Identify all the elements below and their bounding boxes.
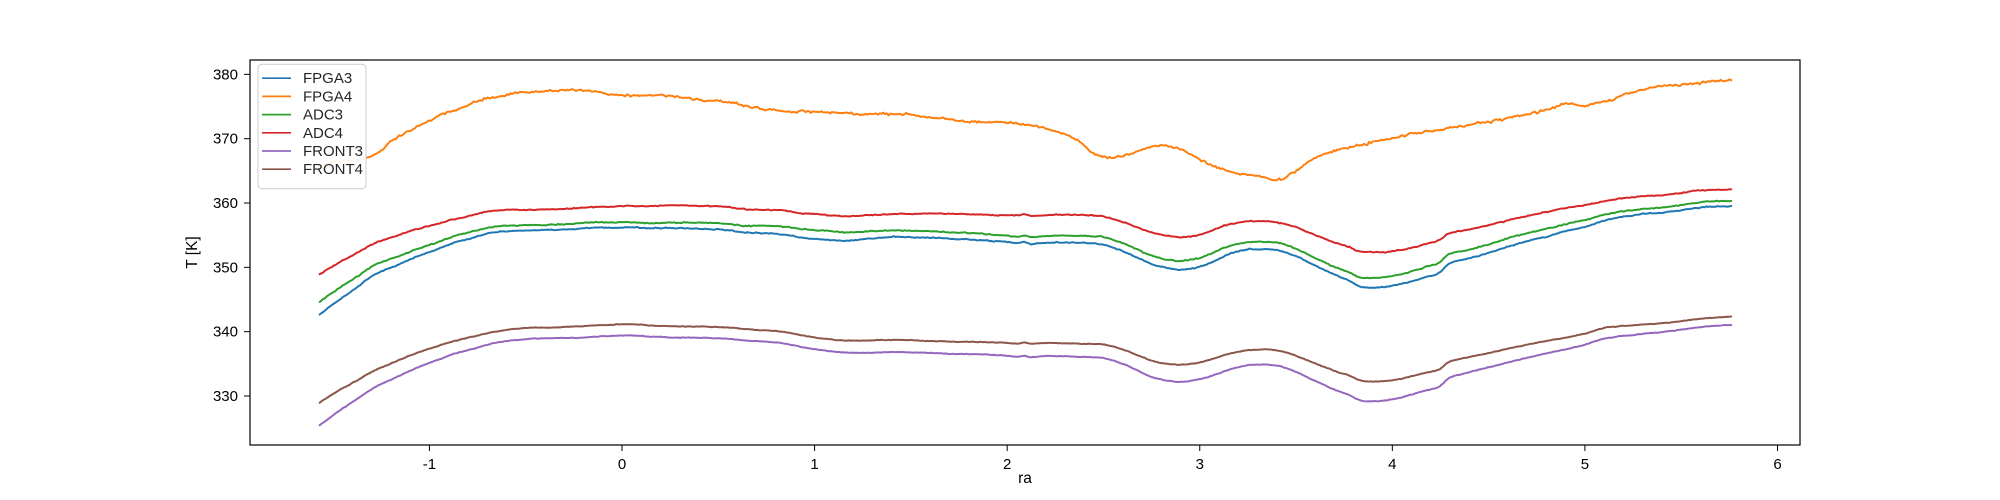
svg-text:FRONT3: FRONT3 xyxy=(303,143,363,160)
svg-text:ADC4: ADC4 xyxy=(303,125,343,142)
svg-text:0: 0 xyxy=(618,456,626,473)
svg-text:340: 340 xyxy=(213,324,238,341)
svg-text:1: 1 xyxy=(810,456,818,473)
svg-text:FPGA4: FPGA4 xyxy=(303,88,352,105)
svg-text:330: 330 xyxy=(213,388,238,405)
svg-text:ADC3: ADC3 xyxy=(303,107,343,124)
svg-text:T [K]: T [K] xyxy=(184,236,201,268)
svg-text:FRONT4: FRONT4 xyxy=(303,161,363,178)
svg-text:380: 380 xyxy=(213,66,238,83)
svg-text:-1: -1 xyxy=(423,456,436,473)
svg-text:6: 6 xyxy=(1773,456,1781,473)
svg-text:4: 4 xyxy=(1388,456,1396,473)
svg-text:FPGA3: FPGA3 xyxy=(303,70,352,87)
svg-text:ra: ra xyxy=(1018,470,1032,487)
svg-text:350: 350 xyxy=(213,259,238,276)
svg-text:360: 360 xyxy=(213,195,238,212)
svg-text:370: 370 xyxy=(213,131,238,148)
svg-text:2: 2 xyxy=(1003,456,1011,473)
svg-text:3: 3 xyxy=(1196,456,1204,473)
svg-text:5: 5 xyxy=(1581,456,1589,473)
